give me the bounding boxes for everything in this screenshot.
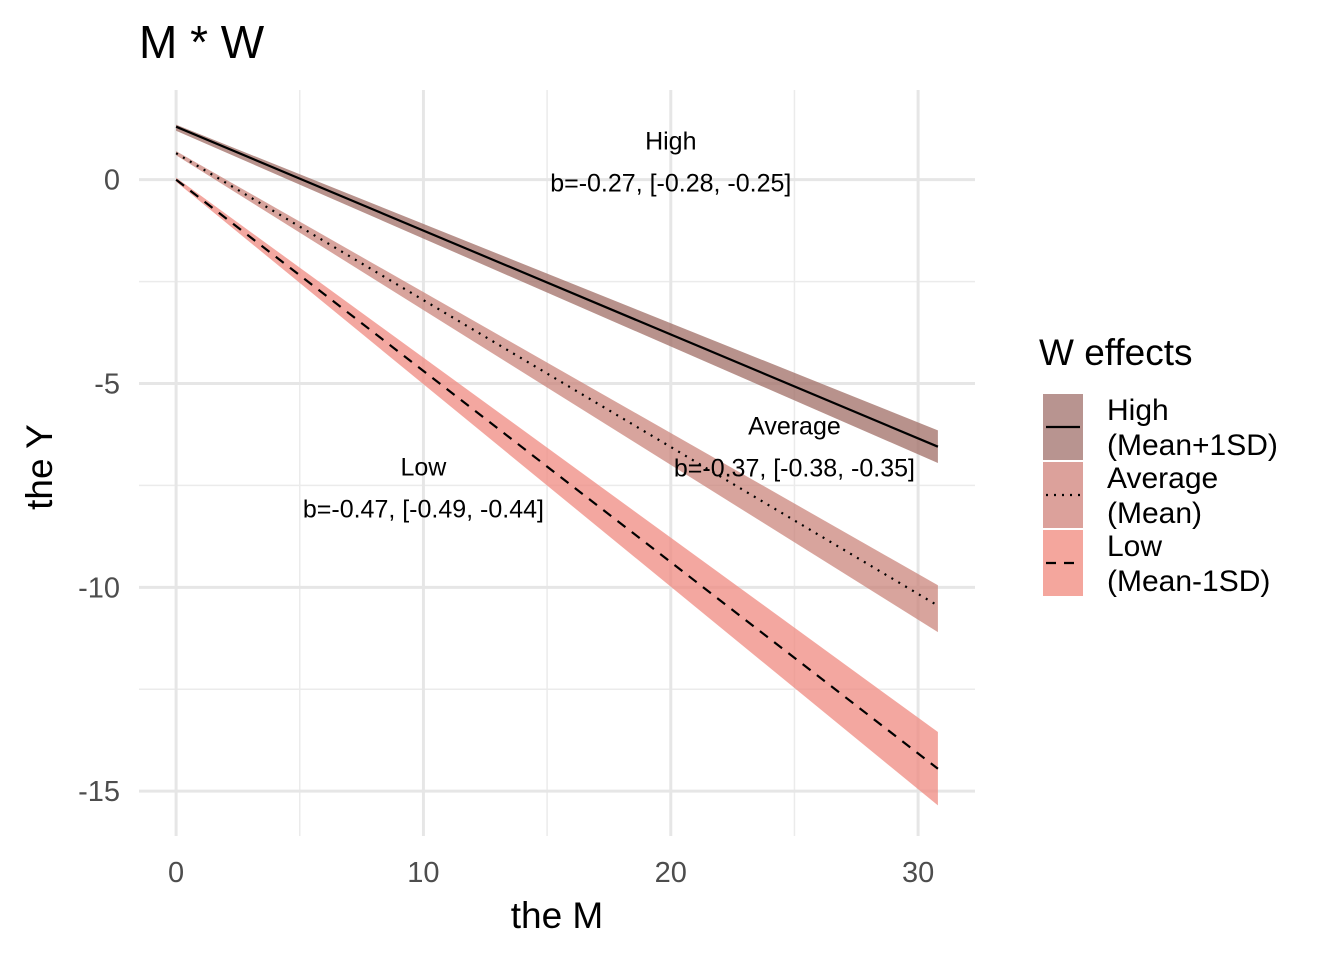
series-line-0	[175, 125, 939, 448]
y-tick-label: -5	[94, 369, 120, 401]
annotation-stat: b=-0.27, [-0.28, -0.25]	[550, 169, 791, 197]
annotation-label: High	[645, 127, 696, 155]
grid	[139, 90, 975, 836]
x-tick-labels: 0 10 20 30	[168, 857, 934, 889]
y-axis-title: the Y	[19, 424, 60, 510]
legend-label-sub: (Mean)	[1107, 497, 1202, 530]
y-tick-label: -10	[78, 572, 120, 604]
annotations: High b=-0.27, [-0.28, -0.25] Average b=-0.3…	[303, 127, 915, 523]
confidence-bands	[176, 124, 938, 806]
legend-label: Average	[1107, 462, 1218, 495]
legend-title: W effects	[1039, 332, 1193, 373]
annotation-stat: b=-0.37, [-0.38, -0.35]	[674, 455, 915, 483]
x-tick-label: 30	[902, 857, 934, 889]
confidence-band-0	[176, 124, 938, 464]
legend-label-sub: (Mean-1SD)	[1107, 565, 1270, 598]
y-tick-label: 0	[104, 165, 120, 197]
legend: W effects High(Mean+1SD)Average(Mean)Low…	[1039, 332, 1278, 598]
annotation-label: Low	[401, 453, 448, 481]
x-tick-label: 20	[655, 857, 687, 889]
confidence-band-2	[176, 177, 938, 806]
y-tick-labels: 0 -5 -10 -15	[78, 165, 120, 808]
annotation-stat: b=-0.47, [-0.49, -0.44]	[303, 495, 544, 523]
legend-label: High	[1107, 394, 1169, 427]
y-tick-label: -15	[78, 776, 120, 808]
x-tick-label: 10	[407, 857, 439, 889]
annotation-label: Average	[748, 413, 841, 441]
x-tick-label: 0	[168, 857, 184, 889]
confidence-band-1	[176, 151, 938, 633]
series-lines	[175, 125, 939, 770]
chart-title: M * W	[139, 16, 265, 68]
legend-label-sub: (Mean+1SD)	[1107, 429, 1278, 462]
legend-label: Low	[1107, 530, 1162, 563]
x-axis-title: the M	[511, 895, 604, 936]
